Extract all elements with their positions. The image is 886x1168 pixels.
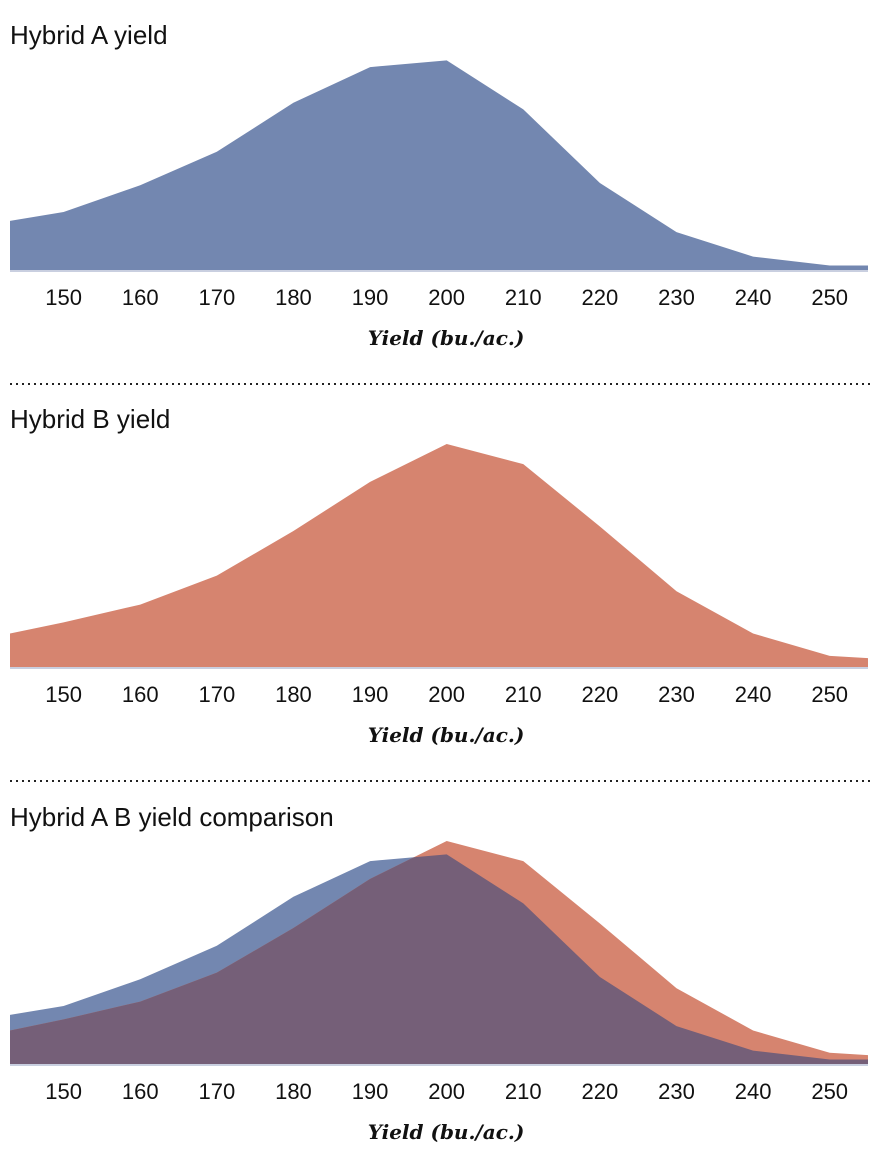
x-tick-label: 180 xyxy=(275,1079,312,1104)
panel-comparison: Hybrid A B yield comparison Yield (bu./a… xyxy=(10,802,868,1144)
x-tick-label: 160 xyxy=(122,682,159,707)
x-tick-label: 190 xyxy=(352,682,389,707)
x-tick-label: 200 xyxy=(428,682,465,707)
chart-title: Hybrid A B yield comparison xyxy=(10,802,334,832)
x-tick-label: 220 xyxy=(582,682,619,707)
x-axis-label: Yield (bu./ac.) xyxy=(368,326,525,350)
x-tick-label: 230 xyxy=(658,682,695,707)
x-tick-label: 250 xyxy=(811,285,848,310)
x-tick-label: 200 xyxy=(428,1079,465,1104)
x-tick-label: 170 xyxy=(198,1079,235,1104)
x-axis-label: Yield (bu./ac.) xyxy=(368,1120,525,1144)
x-tick-label: 190 xyxy=(352,285,389,310)
x-tick-label: 250 xyxy=(811,682,848,707)
x-tick-label: 200 xyxy=(428,285,465,310)
x-tick-label: 210 xyxy=(505,285,542,310)
area-hybrid-a xyxy=(10,60,868,271)
x-tick-label: 240 xyxy=(735,285,772,310)
panel-hybrid-a: Hybrid A yield Yield (bu./ac.) 150 160 170… xyxy=(10,20,868,350)
x-tick-label: 160 xyxy=(122,1079,159,1104)
x-tick-label: 230 xyxy=(658,285,695,310)
chart-title: Hybrid B yield xyxy=(10,404,170,434)
x-tick-label: 250 xyxy=(811,1079,848,1104)
x-axis-label: Yield (bu./ac.) xyxy=(368,723,525,747)
panel-hybrid-b: Hybrid B yield Yield (bu./ac.) 150 160 170… xyxy=(10,404,868,747)
x-tick-label: 150 xyxy=(45,1079,82,1104)
area-hybrid-b xyxy=(10,444,868,667)
x-tick-label: 230 xyxy=(658,1079,695,1104)
x-tick-label: 240 xyxy=(735,682,772,707)
x-tick-label: 180 xyxy=(275,285,312,310)
x-tick-label: 160 xyxy=(122,285,159,310)
x-tick-label: 150 xyxy=(45,285,82,310)
x-tick-label: 220 xyxy=(582,1079,619,1104)
x-tick-label: 170 xyxy=(198,682,235,707)
x-tick-label: 210 xyxy=(505,682,542,707)
x-tick-label: 210 xyxy=(505,1079,542,1104)
x-tick-label: 240 xyxy=(735,1079,772,1104)
x-tick-label: 190 xyxy=(352,1079,389,1104)
x-tick-label: 170 xyxy=(198,285,235,310)
x-tick-label: 180 xyxy=(275,682,312,707)
x-tick-label: 220 xyxy=(582,285,619,310)
x-tick-label: 150 xyxy=(45,682,82,707)
chart-title: Hybrid A yield xyxy=(10,20,168,50)
